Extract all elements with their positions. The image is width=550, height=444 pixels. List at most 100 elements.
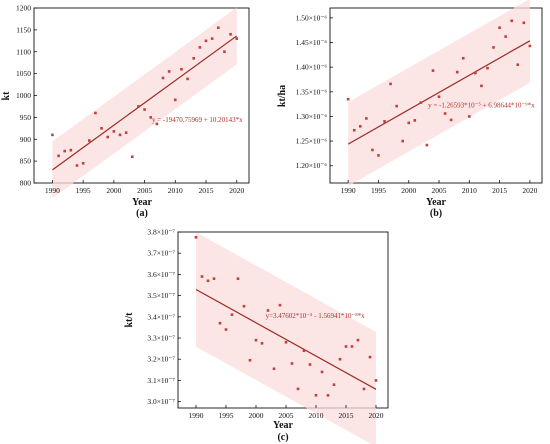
data-point-b-1993 (365, 117, 368, 120)
data-point-b-2018 (516, 63, 520, 66)
data-point-b-1997 (389, 82, 392, 86)
data-point-a-2010 (173, 98, 177, 102)
data-point-a-2016 (210, 37, 214, 40)
data-point-b-2017 (510, 19, 514, 23)
data-point-c-2018 (362, 387, 366, 391)
data-point-b-2002 (419, 101, 423, 104)
data-point-c-2000 (254, 338, 258, 342)
data-point-c-2016 (350, 345, 354, 348)
data-point-a-1996 (87, 139, 91, 142)
data-point-c-1998 (242, 304, 246, 308)
data-point-a-2020 (235, 37, 239, 40)
x-tick-label-a: 1995 (76, 186, 91, 195)
data-point-a-2013 (192, 57, 196, 60)
data-point-b-2001 (413, 119, 417, 122)
data-point-a-1999 (106, 135, 110, 139)
data-point-a-1993 (69, 148, 73, 152)
data-point-a-1998 (100, 127, 103, 130)
data-point-c-2006 (290, 362, 294, 365)
data-point-a-2017 (216, 26, 220, 29)
x-axis-label-b: Year (426, 197, 447, 208)
data-point-b-2013 (486, 66, 489, 70)
y-tick-label-b: 1.30×10⁻⁶ (296, 112, 328, 121)
data-point-b-2015 (498, 26, 501, 30)
y-ticks-c: 3.0×10⁻⁷ 3.1×10⁻⁷ 3.2×10⁻⁷ 3.3×10⁻⁷ 3.4×10⁻⁷… (147, 228, 181, 406)
x-tick-label-b: 2005 (432, 186, 447, 195)
y-tick-label-a: 1000 (16, 91, 31, 100)
data-points-c (194, 236, 378, 397)
y-axis-label-c: kt/t (124, 312, 135, 328)
x-tick-label-b: 2000 (401, 186, 416, 195)
data-point-c-2007 (296, 387, 300, 391)
y-tick-label-a: 1150 (16, 25, 31, 34)
data-point-b-1992 (358, 125, 362, 128)
data-point-a-2012 (186, 77, 189, 81)
data-points-a (51, 26, 239, 167)
chart-panel-b: 1990 1995 2000 2005 2010 2015 2020 1.20×10⁻⁶1.… (277, 0, 543, 219)
prediction-band-c (196, 232, 376, 444)
y-tick-label-c: 3.7×10⁻⁷ (147, 249, 175, 258)
data-point-b-1995 (377, 154, 380, 157)
data-point-a-1990 (51, 133, 54, 137)
data-point-a-2008 (161, 76, 165, 80)
data-point-b-2000 (407, 121, 411, 125)
y-tick-label-c: 3.5×10⁻⁷ (147, 291, 175, 300)
data-points-b (346, 19, 532, 157)
panel-label-c: (c) (277, 432, 288, 443)
data-point-a-2006 (149, 116, 153, 119)
x-tick-label-a: 2010 (168, 186, 183, 195)
x-tick-label-a: 2005 (137, 186, 152, 195)
data-point-a-2011 (180, 67, 183, 71)
data-point-c-2004 (278, 303, 282, 307)
data-point-c-2014 (338, 357, 342, 361)
chart-panel-c: 1990 1995 2000 2005 2010 2015 2020 3.0×10⁻⁷ 3.1… (124, 228, 389, 444)
data-point-c-1990 (194, 236, 198, 239)
x-ticks-b: 1990 1995 2000 2005 2010 2015 2020 (341, 180, 538, 195)
y-axis-label-a: kt (1, 91, 12, 101)
fit-line-a (52, 35, 238, 171)
data-point-b-2005 (437, 95, 441, 99)
fit-line-b (347, 40, 531, 145)
panel-label-a: (a) (136, 208, 148, 219)
x-tick-label-c: 2005 (279, 411, 294, 420)
data-point-b-2007 (449, 118, 453, 122)
x-tick-label-c: 1995 (219, 411, 234, 420)
x-tick-label-a: 2020 (229, 186, 244, 195)
data-point-b-2006 (443, 112, 447, 115)
fit-line-c (195, 288, 377, 390)
x-tick-label-b: 1990 (341, 186, 356, 195)
data-point-c-2011 (320, 370, 324, 374)
x-axis-label-c: Year (273, 420, 294, 431)
y-tick-label-c: 3.1×10⁻⁷ (147, 376, 175, 385)
fit-equation-b: y = -1.26593*10⁻⁵ + 6.98644*10⁻⁹*x (428, 102, 535, 110)
x-axis-label-a: Year (132, 197, 153, 208)
x-tick-label-c: 2010 (309, 411, 324, 420)
y-tick-label-a: 900 (20, 135, 32, 144)
y-tick-label-a: 800 (20, 179, 32, 188)
data-point-c-2015 (344, 345, 348, 348)
plot-frame-b (329, 7, 543, 184)
data-point-b-2016 (504, 35, 507, 38)
x-ticks-c: 1990 1995 2000 2005 2010 2015 2020 (189, 405, 384, 420)
x-tick-label-c: 2000 (249, 411, 264, 420)
y-tick-label-a: 1050 (16, 69, 31, 78)
data-point-a-1994 (75, 164, 79, 167)
data-point-c-2001 (260, 342, 264, 345)
fit-equation-c: y=3.47602*10⁻⁵ - 1.56941*10⁻⁸*x (266, 312, 366, 320)
data-point-a-1992 (63, 149, 67, 153)
data-point-b-2019 (522, 21, 526, 25)
x-tick-label-a: 1990 (45, 186, 60, 195)
y-tick-label-c: 3.8×10⁻⁷ (147, 228, 175, 237)
data-point-a-2009 (167, 70, 171, 73)
y-tick-label-a: 950 (20, 113, 32, 122)
data-point-c-1992 (206, 279, 210, 283)
data-point-c-1993 (212, 277, 216, 280)
data-point-b-2009 (461, 56, 465, 60)
data-point-c-2005 (284, 340, 288, 344)
data-point-a-1997 (94, 111, 97, 115)
data-point-c-2009 (308, 363, 312, 366)
data-point-b-2003 (425, 143, 429, 147)
fit-equation-a: y = -19470.75969 + 10.20143*x (152, 116, 243, 124)
chart-panel-a: 1990 1995 2000 2005 2010 2015 2020 800 850 900 95… (1, 4, 250, 219)
